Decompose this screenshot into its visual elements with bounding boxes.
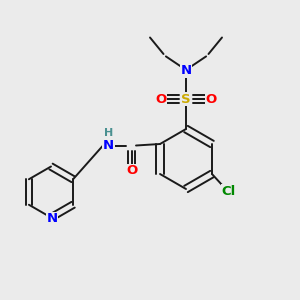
- Text: O: O: [126, 164, 137, 178]
- Text: O: O: [206, 92, 217, 106]
- Text: N: N: [180, 64, 192, 77]
- Text: O: O: [155, 92, 166, 106]
- Text: H: H: [104, 128, 113, 139]
- Text: Cl: Cl: [221, 185, 236, 198]
- Text: N: N: [46, 212, 58, 226]
- Text: N: N: [103, 139, 114, 152]
- Text: S: S: [181, 92, 191, 106]
